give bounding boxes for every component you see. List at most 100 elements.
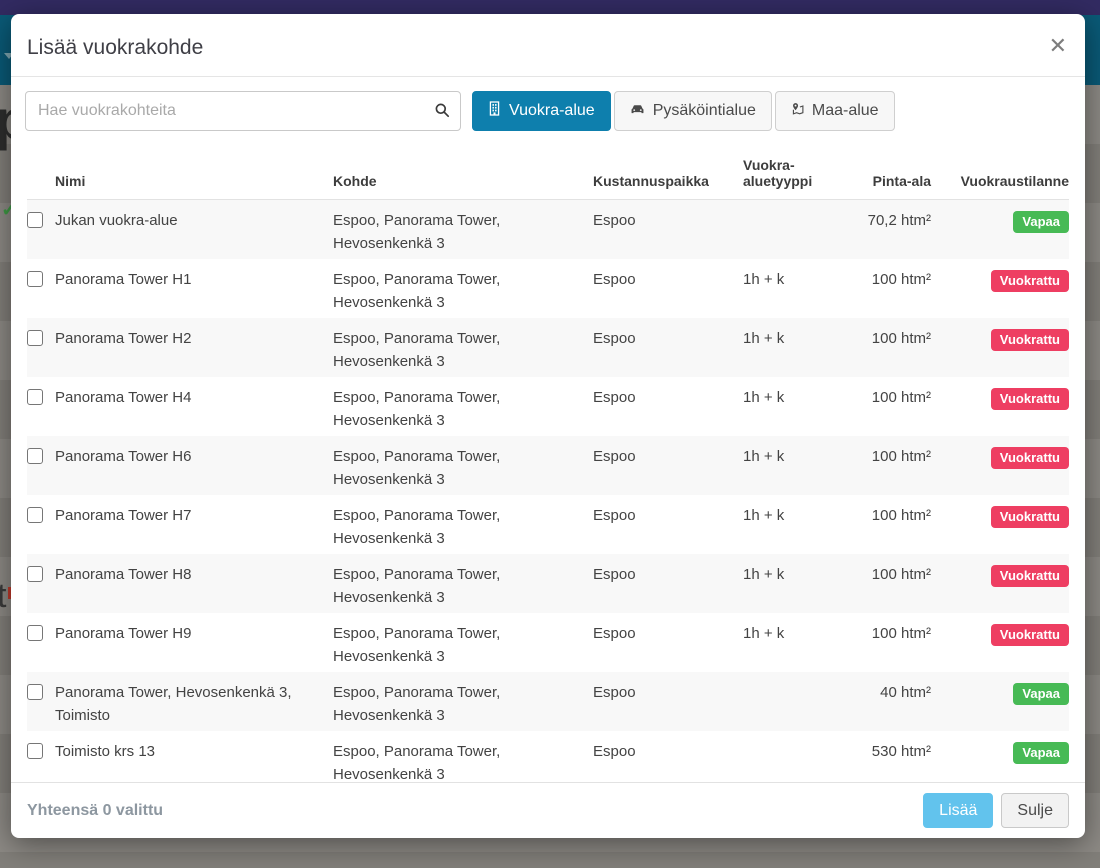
car-icon [630, 102, 645, 120]
row-name: Panorama Tower H9 [55, 625, 192, 642]
status-badge: Vuokrattu [990, 506, 1069, 528]
row-kohde: Espoo, Panorama Tower, Hevosenkenkä 3 [333, 566, 501, 606]
column-header-pinta-ala: Pinta-ala [872, 173, 931, 189]
row-kohde: Espoo, Panorama Tower, Hevosenkenkä 3 [333, 625, 501, 665]
chevron-down-icon [4, 53, 14, 59]
object-type-tabs: Vuokra-alue Pysäköintialue [472, 91, 895, 131]
row-kustannuspaikka: Espoo [593, 684, 636, 701]
row-name: Panorama Tower H2 [55, 330, 192, 347]
row-aluetyyppi: 1h + k [743, 330, 785, 347]
row-kohde: Espoo, Panorama Tower, Hevosenkenkä 3 [333, 271, 501, 311]
table-row[interactable]: Panorama Tower H9 Espoo, Panorama Tower,… [27, 613, 1069, 672]
table-row[interactable]: Panorama Tower H6 Espoo, Panorama Tower,… [27, 436, 1069, 495]
add-rental-object-dialog: Lisää vuokrakohde ✕ [11, 14, 1085, 838]
row-pinta-ala: 100 htm² [871, 448, 931, 465]
row-checkbox[interactable] [27, 684, 43, 700]
row-checkbox[interactable] [27, 448, 43, 464]
table-row[interactable]: Panorama Tower H4 Espoo, Panorama Tower,… [27, 377, 1069, 436]
search-field-wrapper [25, 91, 461, 131]
tab-label: Maa-alue [811, 102, 879, 119]
rental-objects-table: Nimi Kohde Kustannuspaikka Vuokra-aluety… [11, 143, 1085, 782]
row-checkbox[interactable] [27, 330, 43, 346]
row-kustannuspaikka: Espoo [593, 625, 636, 642]
dialog-footer: Yhteensä 0 valittu Lisää Sulje [11, 782, 1085, 838]
dialog-toolbar: Vuokra-alue Pysäköintialue [11, 77, 1085, 143]
status-badge: Vapaa [1013, 211, 1069, 233]
row-checkbox[interactable] [27, 566, 43, 582]
search-input[interactable] [25, 91, 461, 131]
row-kohde: Espoo, Panorama Tower, Hevosenkenkä 3 [333, 743, 501, 782]
row-name: Panorama Tower H6 [55, 448, 192, 465]
row-pinta-ala: 100 htm² [871, 271, 931, 288]
row-aluetyyppi: 1h + k [743, 448, 785, 465]
row-aluetyyppi: 1h + k [743, 507, 785, 524]
table-row[interactable]: Jukan vuokra-alue Espoo, Panorama Tower,… [27, 200, 1069, 259]
row-kustannuspaikka: Espoo [593, 566, 636, 583]
status-badge: Vapaa [1013, 742, 1069, 764]
selection-summary: Yhteensä 0 valittu [27, 801, 164, 819]
row-kustannuspaikka: Espoo [593, 507, 636, 524]
row-pinta-ala: 530 htm² [871, 743, 931, 760]
footer-buttons: Lisää Sulje [923, 793, 1069, 828]
row-name: Panorama Tower H4 [55, 389, 192, 406]
row-aluetyyppi: 1h + k [743, 389, 785, 406]
row-name: Panorama Tower H1 [55, 271, 192, 288]
map-marker-icon [791, 102, 804, 120]
building-icon [488, 101, 501, 121]
row-pinta-ala: 100 htm² [871, 389, 931, 406]
status-badge: Vuokrattu [990, 447, 1069, 469]
row-checkbox[interactable] [27, 743, 43, 759]
row-kohde: Espoo, Panorama Tower, Hevosenkenkä 3 [333, 448, 501, 488]
column-header-vuokraustilanne: Vuokraustilanne [960, 173, 1069, 189]
row-kustannuspaikka: Espoo [593, 212, 636, 229]
row-kohde: Espoo, Panorama Tower, Hevosenkenkä 3 [333, 684, 501, 724]
table-row[interactable]: Panorama Tower H2 Espoo, Panorama Tower,… [27, 318, 1069, 377]
row-name: Panorama Tower, Hevosenkenkä 3, Toimisto [55, 684, 292, 724]
tab-pysakointialue[interactable]: Pysäköintialue [613, 91, 772, 131]
table-header-row: Nimi Kohde Kustannuspaikka Vuokra-aluety… [27, 143, 1069, 200]
status-badge: Vuokrattu [990, 565, 1069, 587]
close-button[interactable]: Sulje [1001, 793, 1069, 828]
row-kohde: Espoo, Panorama Tower, Hevosenkenkä 3 [333, 330, 501, 370]
row-name: Panorama Tower H7 [55, 507, 192, 524]
table-row[interactable]: Panorama Tower H8 Espoo, Panorama Tower,… [27, 554, 1069, 613]
row-checkbox[interactable] [27, 507, 43, 523]
table-row[interactable]: Toimisto krs 13 Espoo, Panorama Tower, H… [27, 731, 1069, 782]
row-aluetyyppi: 1h + k [743, 625, 785, 642]
row-aluetyyppi: 1h + k [743, 566, 785, 583]
status-badge: Vuokrattu [990, 388, 1069, 410]
row-checkbox[interactable] [27, 389, 43, 405]
background-accent-fragment [8, 587, 12, 599]
tab-label: Pysäköintialue [652, 102, 756, 119]
add-button[interactable]: Lisää [923, 793, 994, 828]
dialog-header: Lisää vuokrakohde ✕ [11, 14, 1085, 77]
row-pinta-ala: 70,2 htm² [867, 212, 931, 229]
table-row[interactable]: Panorama Tower H1 Espoo, Panorama Tower,… [27, 259, 1069, 318]
column-header-vuokra-aluetyyppi: Vuokra-aluetyyppi [743, 157, 813, 189]
row-kustannuspaikka: Espoo [593, 271, 636, 288]
row-checkbox[interactable] [27, 625, 43, 641]
row-pinta-ala: 100 htm² [871, 507, 931, 524]
row-kustannuspaikka: Espoo [593, 389, 636, 406]
table-body: Jukan vuokra-alue Espoo, Panorama Tower,… [27, 200, 1069, 782]
status-badge: Vuokrattu [990, 624, 1069, 646]
tab-maa-alue[interactable]: Maa-alue [774, 91, 895, 131]
row-checkbox[interactable] [27, 212, 43, 228]
row-kohde: Espoo, Panorama Tower, Hevosenkenkä 3 [333, 389, 501, 429]
app-top-bar [0, 0, 1100, 15]
tab-vuokra-alue[interactable]: Vuokra-alue [472, 91, 611, 131]
close-icon[interactable]: ✕ [1048, 33, 1067, 58]
status-badge: Vapaa [1013, 683, 1069, 705]
tab-label: Vuokra-alue [509, 102, 595, 119]
row-checkbox[interactable] [27, 271, 43, 287]
row-name: Toimisto krs 13 [55, 743, 156, 760]
table-row[interactable]: Panorama Tower, Hevosenkenkä 3, Toimisto… [27, 672, 1069, 731]
row-kustannuspaikka: Espoo [593, 448, 636, 465]
background-text-fragment: t [0, 577, 7, 615]
row-kustannuspaikka: Espoo [593, 330, 636, 347]
row-name: Panorama Tower H8 [55, 566, 192, 583]
row-kohde: Espoo, Panorama Tower, Hevosenkenkä 3 [333, 212, 501, 252]
table-row[interactable]: Panorama Tower H7 Espoo, Panorama Tower,… [27, 495, 1069, 554]
dialog-title: Lisää vuokrakohde [27, 36, 204, 59]
search-icon[interactable] [434, 102, 450, 123]
